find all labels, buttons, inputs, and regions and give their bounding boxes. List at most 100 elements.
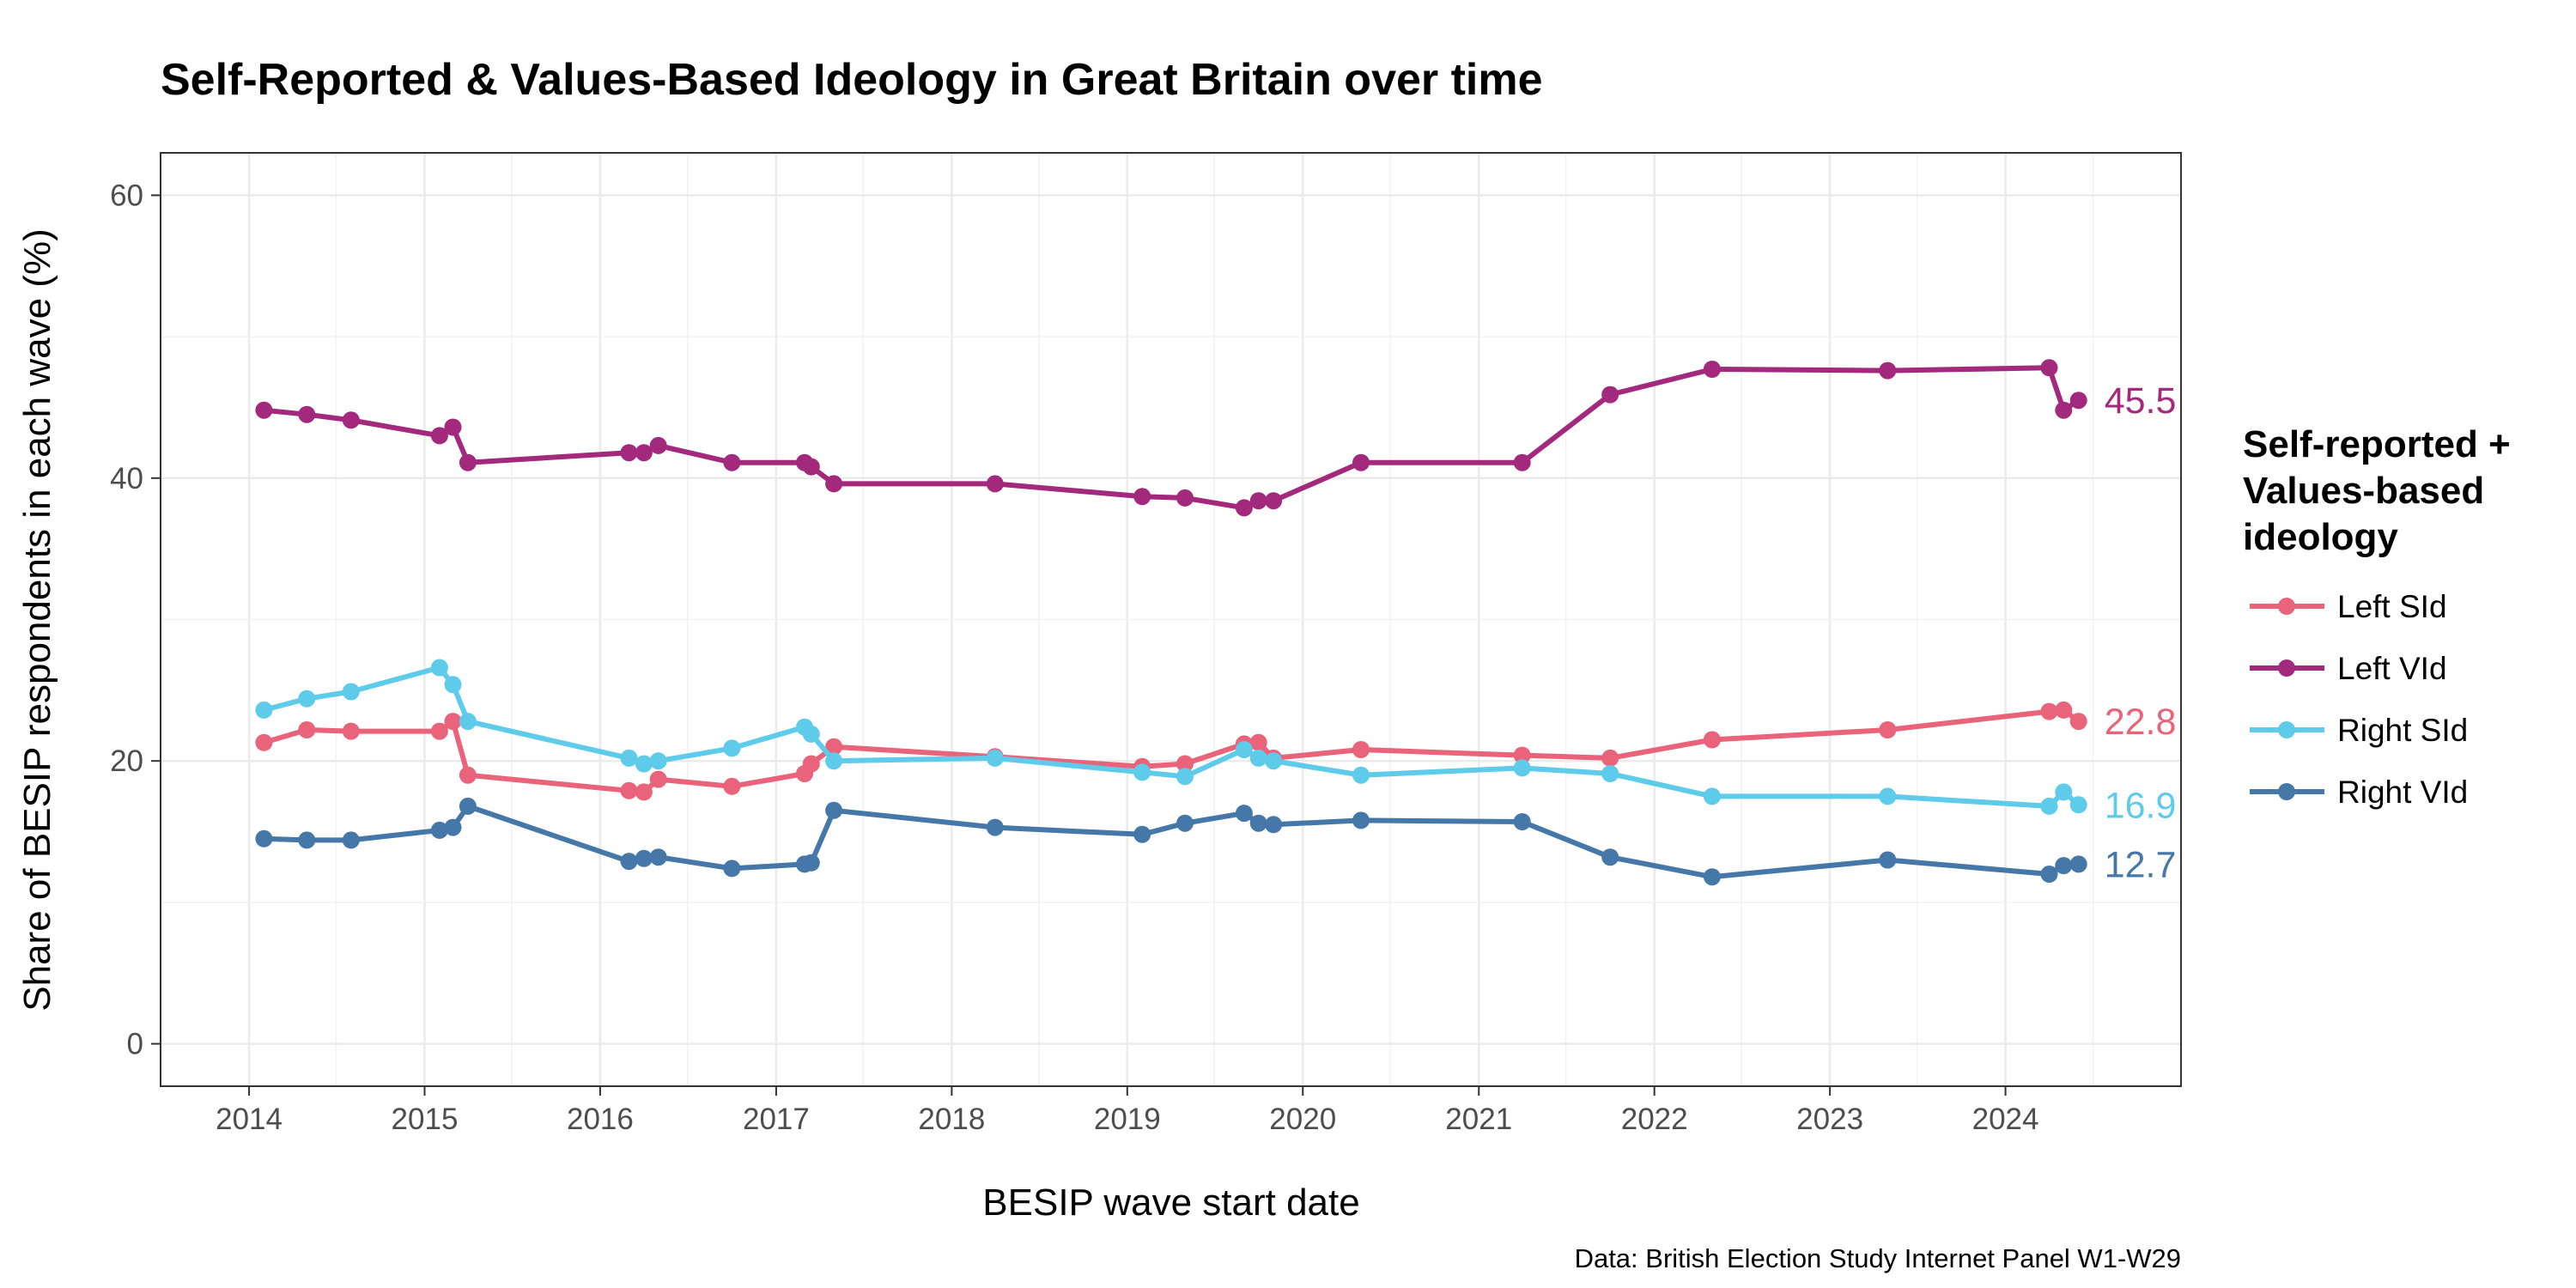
data-point bbox=[430, 427, 448, 445]
data-point bbox=[1265, 752, 1283, 770]
data-point bbox=[1249, 814, 1267, 832]
data-point bbox=[1133, 825, 1151, 843]
legend-item-right-vid: Right VId bbox=[2250, 775, 2468, 810]
data-point bbox=[342, 831, 360, 849]
legend-label: Right SId bbox=[2337, 713, 2468, 748]
data-point bbox=[2040, 866, 2058, 883]
data-point bbox=[723, 777, 741, 795]
x-tick-label: 2015 bbox=[392, 1103, 459, 1136]
data-point bbox=[825, 475, 843, 493]
end-labels: 22.8 45.5 16.9 12.7 bbox=[2105, 380, 2177, 885]
y-axis: 0 20 40 60 bbox=[110, 179, 161, 1061]
data-point bbox=[2055, 783, 2073, 801]
data-point bbox=[986, 749, 1004, 767]
data-point bbox=[825, 738, 843, 756]
y-tick-label: 40 bbox=[110, 462, 143, 495]
data-point bbox=[459, 766, 477, 784]
data-point bbox=[2069, 392, 2087, 410]
data-point bbox=[1513, 746, 1531, 764]
data-point bbox=[1352, 766, 1370, 784]
end-label-left-vid: 45.5 bbox=[2105, 380, 2177, 422]
data-point bbox=[2055, 401, 2073, 419]
data-point bbox=[459, 453, 477, 471]
data-point bbox=[444, 418, 462, 436]
data-point bbox=[1265, 816, 1283, 834]
data-point bbox=[2055, 857, 2073, 875]
data-point bbox=[1879, 787, 1897, 805]
x-tick-label: 2024 bbox=[1972, 1103, 2039, 1136]
data-point bbox=[1249, 733, 1267, 751]
x-tick-label: 2016 bbox=[567, 1103, 634, 1136]
data-point bbox=[1601, 386, 1619, 404]
data-point bbox=[2040, 359, 2058, 377]
data-point bbox=[825, 752, 843, 770]
data-point bbox=[986, 818, 1004, 836]
data-point bbox=[1249, 749, 1267, 767]
data-point bbox=[1879, 721, 1897, 738]
x-tick-label: 2023 bbox=[1796, 1103, 1863, 1136]
data-point bbox=[459, 713, 477, 731]
data-point bbox=[255, 701, 273, 719]
plot-border bbox=[160, 152, 2182, 1087]
data-point bbox=[1235, 499, 1253, 517]
data-point bbox=[1265, 492, 1283, 510]
data-point bbox=[1703, 787, 1721, 805]
data-point bbox=[1176, 489, 1194, 507]
y-axis-title: Share of BESIP respondents in each wave … bbox=[16, 228, 58, 1011]
data-point bbox=[825, 801, 843, 819]
data-point bbox=[2069, 713, 2087, 731]
data-point bbox=[255, 733, 273, 751]
data-point bbox=[1133, 488, 1151, 506]
data-point bbox=[802, 725, 820, 743]
x-axis: 2014 2015 2016 2017 2018 2019 2020 2021 2022 2023… bbox=[216, 1086, 2038, 1136]
data-point bbox=[723, 453, 741, 471]
x-tick-label: 2018 bbox=[918, 1103, 985, 1136]
data-point bbox=[1703, 361, 1721, 378]
data-point bbox=[298, 405, 316, 423]
data-point bbox=[1703, 731, 1721, 749]
chart-caption: Data: British Election Study Internet Pa… bbox=[1575, 1243, 2181, 1273]
end-label-left-sid: 22.8 bbox=[2105, 702, 2177, 743]
x-tick-label: 2014 bbox=[216, 1103, 283, 1136]
data-point bbox=[459, 797, 477, 815]
legend-title: Self-reported + bbox=[2243, 423, 2511, 465]
data-point bbox=[1601, 765, 1619, 782]
data-point bbox=[1176, 768, 1194, 786]
series-left-vid bbox=[255, 359, 2087, 517]
data-point bbox=[802, 755, 820, 773]
data-point bbox=[802, 458, 820, 476]
legend-item-right-sid: Right SId bbox=[2250, 713, 2468, 748]
data-point bbox=[620, 444, 638, 462]
legend-key-point bbox=[2278, 598, 2295, 615]
data-point bbox=[649, 752, 667, 770]
data-point bbox=[649, 436, 667, 454]
data-point bbox=[2040, 702, 2058, 720]
x-tick-label: 2019 bbox=[1094, 1103, 1161, 1136]
data-point bbox=[2069, 855, 2087, 873]
data-point bbox=[1176, 814, 1194, 832]
legend-label: Left SId bbox=[2337, 589, 2447, 624]
y-tick-label: 60 bbox=[110, 179, 143, 212]
data-point bbox=[430, 821, 448, 839]
legend-item-left-vid: Left VId bbox=[2250, 651, 2447, 686]
chart-title: Self-Reported & Values-Based Ideology in… bbox=[161, 55, 1543, 105]
data-point bbox=[620, 781, 638, 799]
legend-label: Right VId bbox=[2337, 775, 2468, 810]
data-point bbox=[430, 722, 448, 740]
legend-item-left-sid: Left SId bbox=[2250, 589, 2447, 624]
data-point bbox=[342, 722, 360, 740]
data-point bbox=[1176, 755, 1194, 773]
data-point bbox=[620, 853, 638, 871]
x-tick-label: 2017 bbox=[743, 1103, 810, 1136]
data-point bbox=[1352, 741, 1370, 758]
data-point bbox=[649, 770, 667, 788]
data-point bbox=[2055, 701, 2073, 719]
data-point bbox=[298, 690, 316, 708]
data-point bbox=[298, 831, 316, 849]
end-label-right-vid: 12.7 bbox=[2105, 844, 2177, 885]
data-point bbox=[1235, 741, 1253, 758]
data-point bbox=[986, 475, 1004, 493]
data-point bbox=[1703, 868, 1721, 886]
data-point bbox=[635, 755, 653, 773]
